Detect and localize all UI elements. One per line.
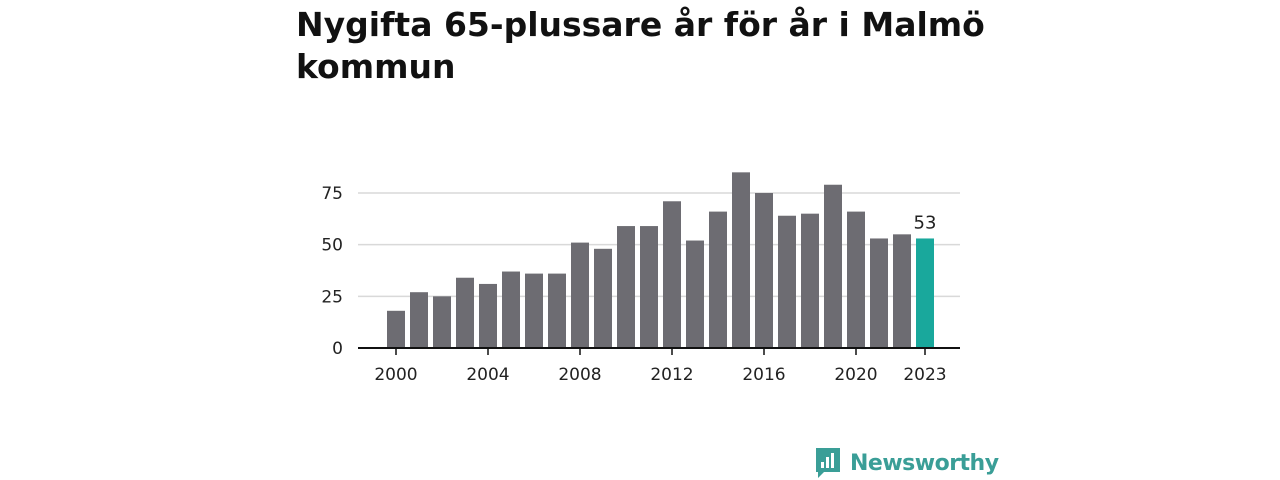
newsworthy-logo-text: Newsworthy bbox=[850, 450, 999, 476]
bar bbox=[847, 211, 865, 348]
bar bbox=[870, 238, 888, 348]
x-tick-label: 2020 bbox=[834, 365, 877, 385]
y-tick-label: 0 bbox=[332, 339, 343, 359]
x-tick-label: 2004 bbox=[466, 365, 509, 385]
y-tick-label: 50 bbox=[321, 236, 343, 256]
bar bbox=[778, 215, 796, 348]
bar bbox=[433, 296, 451, 348]
x-tick-label: 2016 bbox=[742, 365, 785, 385]
x-tick-label: 2012 bbox=[650, 365, 693, 385]
bar bbox=[824, 184, 842, 348]
bar bbox=[732, 172, 750, 348]
data-label: 53 bbox=[914, 212, 937, 233]
y-tick-label: 25 bbox=[321, 287, 343, 307]
newsworthy-logo-icon bbox=[816, 448, 840, 478]
bar bbox=[893, 234, 911, 348]
bar bbox=[686, 240, 704, 348]
bar bbox=[387, 310, 405, 348]
y-tick-label: 75 bbox=[321, 184, 343, 204]
newsworthy-logo[interactable]: Newsworthy bbox=[814, 446, 999, 480]
bar bbox=[571, 242, 589, 348]
x-tick-label: 2023 bbox=[903, 365, 946, 385]
x-tick-label: 2000 bbox=[374, 365, 417, 385]
x-tick-label: 2008 bbox=[558, 365, 601, 385]
bar bbox=[502, 271, 520, 348]
bar-chart: 0 25 50 75 53 2000 2004 2008 2012 2016 2020 2023 bbox=[321, 172, 960, 385]
bar bbox=[594, 248, 612, 348]
bar bbox=[410, 292, 428, 348]
bar bbox=[525, 273, 543, 348]
chart-title: Nygifta 65-plussare år för år i Malmö ko… bbox=[296, 5, 985, 86]
bar-highlight bbox=[916, 238, 934, 348]
bar bbox=[640, 226, 658, 348]
bar bbox=[548, 273, 566, 348]
bar bbox=[456, 277, 474, 348]
bar bbox=[617, 226, 635, 348]
bar bbox=[663, 201, 681, 348]
bar bbox=[479, 283, 497, 348]
bar bbox=[801, 213, 819, 348]
bar bbox=[755, 193, 773, 348]
bar bbox=[709, 211, 727, 348]
